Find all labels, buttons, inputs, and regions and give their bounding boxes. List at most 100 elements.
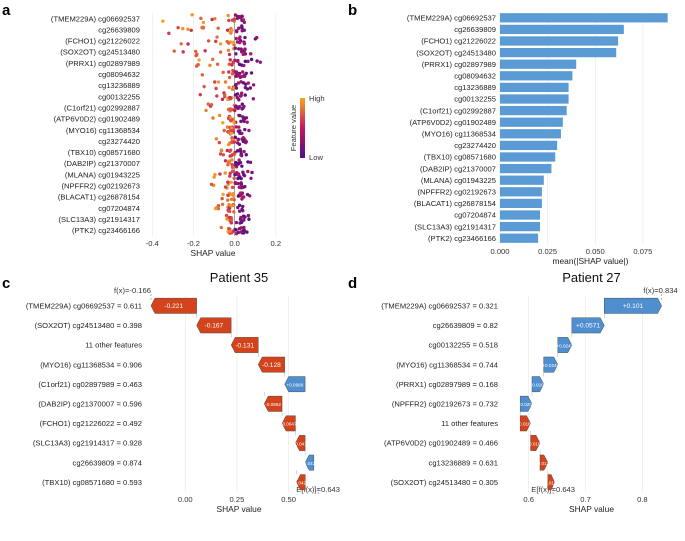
panel-b-category-label: cg07204874 <box>454 211 496 220</box>
panel-a-point <box>199 16 203 21</box>
panel-b-bar <box>500 24 624 35</box>
panel-d-bar-label: +0.0248 <box>542 363 559 368</box>
panel-b-bar <box>500 94 569 104</box>
panel-a-point <box>235 29 239 34</box>
panel-a-point <box>227 75 232 80</box>
panel-c-bar <box>296 474 306 491</box>
panel-a-point <box>232 176 236 181</box>
panel-a-feature-label: cg26639809 <box>98 25 140 34</box>
panel-a-point <box>232 140 237 144</box>
panel-a-point <box>221 121 225 125</box>
panel-c-fx-label: f(x)=-0.166 <box>114 286 151 295</box>
panel-a-point <box>248 86 253 90</box>
panel-a-point <box>250 170 254 175</box>
panel-d-label: d <box>348 275 357 292</box>
panel-a-point <box>226 193 230 198</box>
panel-c-title: Patient 35 <box>210 270 269 285</box>
panel-a-feature-label: cg13236889 <box>98 81 140 90</box>
panel-a-point <box>234 86 239 90</box>
panel-c-bar <box>230 337 259 353</box>
panel-a-point <box>246 81 251 85</box>
panel-a-point <box>228 30 232 35</box>
panel-a-point <box>240 153 244 158</box>
panel-a-point <box>248 160 253 165</box>
panel-d-row-label: (MYO16) cg11368534 = 0.744 <box>396 360 498 369</box>
panel-a-point <box>232 203 236 207</box>
panel-a-point <box>227 202 231 207</box>
panel-a-point <box>243 35 247 40</box>
panel-a-point <box>217 140 222 145</box>
panel-a-point <box>228 174 232 178</box>
panel-c-row-label: (DAB2IP) cg21370007 = 0.596 <box>38 400 142 409</box>
panel-a-point <box>217 113 222 118</box>
panel-a-point <box>237 209 242 213</box>
panel-a-point <box>204 108 208 113</box>
panel-d-x-tick: 0.7 <box>580 495 591 504</box>
panel-d-bar <box>539 454 549 471</box>
panel-a-point <box>243 59 247 64</box>
panel-a-point <box>200 73 205 77</box>
panel-a-point <box>223 159 228 163</box>
panel-c-base-label: E[f(x)]=0.643 <box>296 485 340 494</box>
panel-a-feature-label: (SLC13A3) cg21914317 <box>59 215 140 224</box>
panel-a-point <box>232 210 236 214</box>
panel-c-bar <box>295 435 306 451</box>
panel-a-point <box>226 180 230 184</box>
panel-a-point <box>227 215 232 220</box>
panel-d-row-label: (PRRX1) cg02897989 = 0.168 <box>396 380 498 389</box>
panel-a-point <box>223 93 227 97</box>
panel-a-point <box>206 39 211 43</box>
panel-b-bar <box>500 59 577 69</box>
panel-c-bar <box>281 415 296 432</box>
panel-a-point <box>233 46 238 50</box>
panel-a-point <box>232 17 236 21</box>
panel-b-category-label: cg00132255 <box>454 95 496 104</box>
panel-a-legend-title: Feature value <box>289 105 298 151</box>
panel-d-fx-label: f(x)=0.834 <box>643 286 677 295</box>
panel-c-x-tick: 0.50 <box>281 495 296 504</box>
panel-b-bar <box>500 187 542 197</box>
panel-a-point <box>246 213 251 218</box>
panel-a-point <box>233 181 238 185</box>
panel-a-point <box>229 221 234 225</box>
panel-a-point <box>227 85 231 90</box>
panel-a-x-axis-title: SHAP value <box>190 248 235 258</box>
panel-a-point <box>201 20 206 25</box>
panel-a-point <box>211 57 215 62</box>
panel-a-point <box>230 185 235 190</box>
panel-c-bar <box>196 317 232 334</box>
panel-a-point <box>230 126 234 130</box>
panel-a-point <box>244 116 249 120</box>
panel-a-point <box>218 172 222 176</box>
panel-a-point <box>241 52 245 57</box>
panel-a-point <box>241 204 245 209</box>
panel-c-row-label: (TMEM229A) cg06692537 = 0.611 <box>26 302 142 311</box>
panel-a-point <box>216 206 221 211</box>
panel-c-row-label: (FCHO1) cg21226022 = 0.492 <box>40 419 142 428</box>
panel-a-point <box>186 27 190 31</box>
panel-a-point <box>242 228 246 233</box>
panel-a-point <box>237 161 241 166</box>
panel-a-feature-label: (NPFFR2) cg02192673 <box>61 182 140 191</box>
panel-a-point <box>212 175 216 179</box>
panel-c-bar <box>257 356 285 373</box>
panel-a-point <box>240 24 244 28</box>
panel-c-bar-label: -0.131 <box>235 342 254 349</box>
panel-a-point <box>219 225 223 230</box>
panel-a-point <box>242 225 246 230</box>
panel-a-point <box>238 129 242 133</box>
panel-a-point <box>202 84 206 89</box>
panel-a-point <box>229 131 234 136</box>
panel-a-feature-label: cg08094632 <box>98 70 140 79</box>
panel-a-point <box>255 35 259 40</box>
panel-a-point <box>232 198 236 202</box>
panel-d-x-tick: 0.8 <box>637 495 648 504</box>
panel-a-point <box>243 93 247 97</box>
panel-a-point <box>227 209 232 214</box>
panel-a-point <box>231 170 236 174</box>
panel-a-point <box>237 73 241 77</box>
panel-a-point <box>242 28 246 32</box>
panel-a-feature-label: (FCHO1) cg21226022 <box>65 37 140 46</box>
panel-a-point <box>242 104 246 109</box>
panel-a-point <box>243 215 247 219</box>
